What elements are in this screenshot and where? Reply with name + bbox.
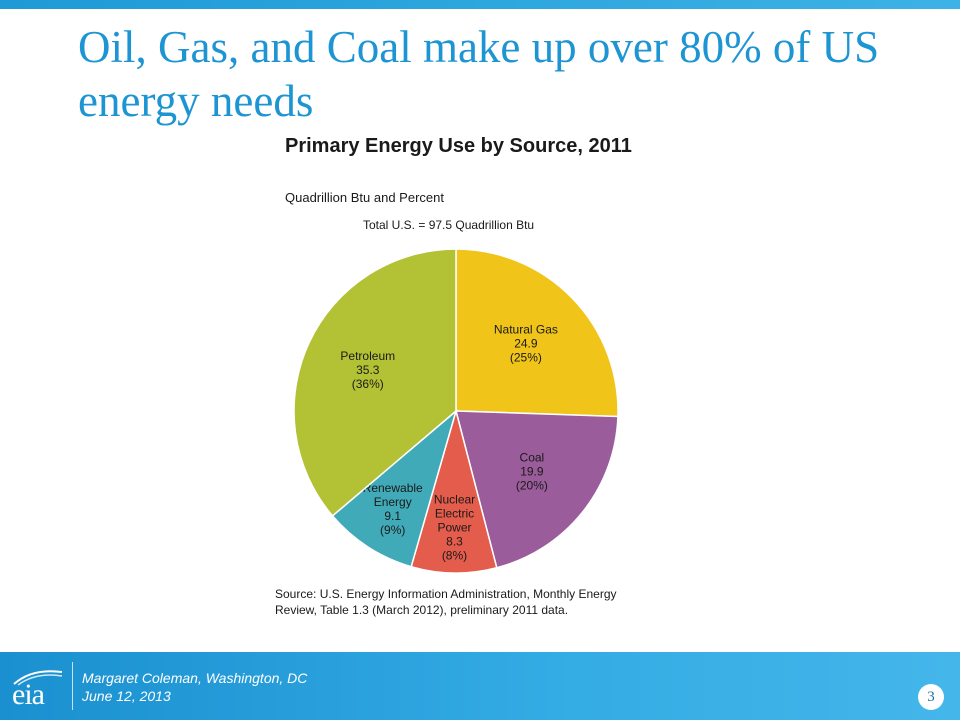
pie-chart: Natural Gas 24.9 (25%) Coal 19.9 (20%) Nuclear… (293, 248, 619, 574)
chart-total-label: Total U.S. = 97.5 Quadrillion Btu (363, 218, 535, 232)
chart-title: Primary Energy Use by Source, 2011 (285, 135, 632, 157)
pie-slice-petroleum (293, 248, 457, 517)
slice-label-renewable-energy: Renewable Energy 9.1 (9%) (363, 481, 423, 537)
slice-label-coal: Coal 19.9 (20%) (516, 451, 548, 493)
footer-presenter: Margaret Coleman, Washington, DC (82, 670, 308, 686)
page-number-badge: 3 (918, 684, 944, 710)
pie-slice-coal (455, 410, 619, 569)
pie-slice-nuclear-electric-power (410, 408, 498, 574)
pie-slice-natural-gas (455, 248, 619, 418)
logo-text: eia (12, 678, 45, 711)
slice-label-petroleum: Petroleum 35.3 (36%) (340, 349, 395, 391)
slice-label-natural-gas: Natural Gas 24.9 (25%) (494, 322, 558, 364)
logo-swoosh-icon (13, 670, 63, 686)
chart-source-note: Source: U.S. Energy Information Administ… (275, 587, 617, 617)
footer-bar: eia Margaret Coleman, Washington, DC Jun… (0, 652, 960, 720)
footer-date: June 12, 2013 (82, 688, 171, 704)
pie-slice-renewable-energy (331, 408, 458, 568)
slice-label-nuclear-electric-power: Nuclear Electric Power 8.3 (8%) (434, 493, 475, 563)
chart-subtitle: Quadrillion Btu and Percent (285, 190, 444, 205)
top-accent-bar (0, 0, 960, 9)
slide-title: Oil, Gas, and Coal make up over 80% of U… (78, 22, 880, 126)
eia-logo: eia (12, 666, 64, 711)
footer-divider (72, 662, 73, 710)
